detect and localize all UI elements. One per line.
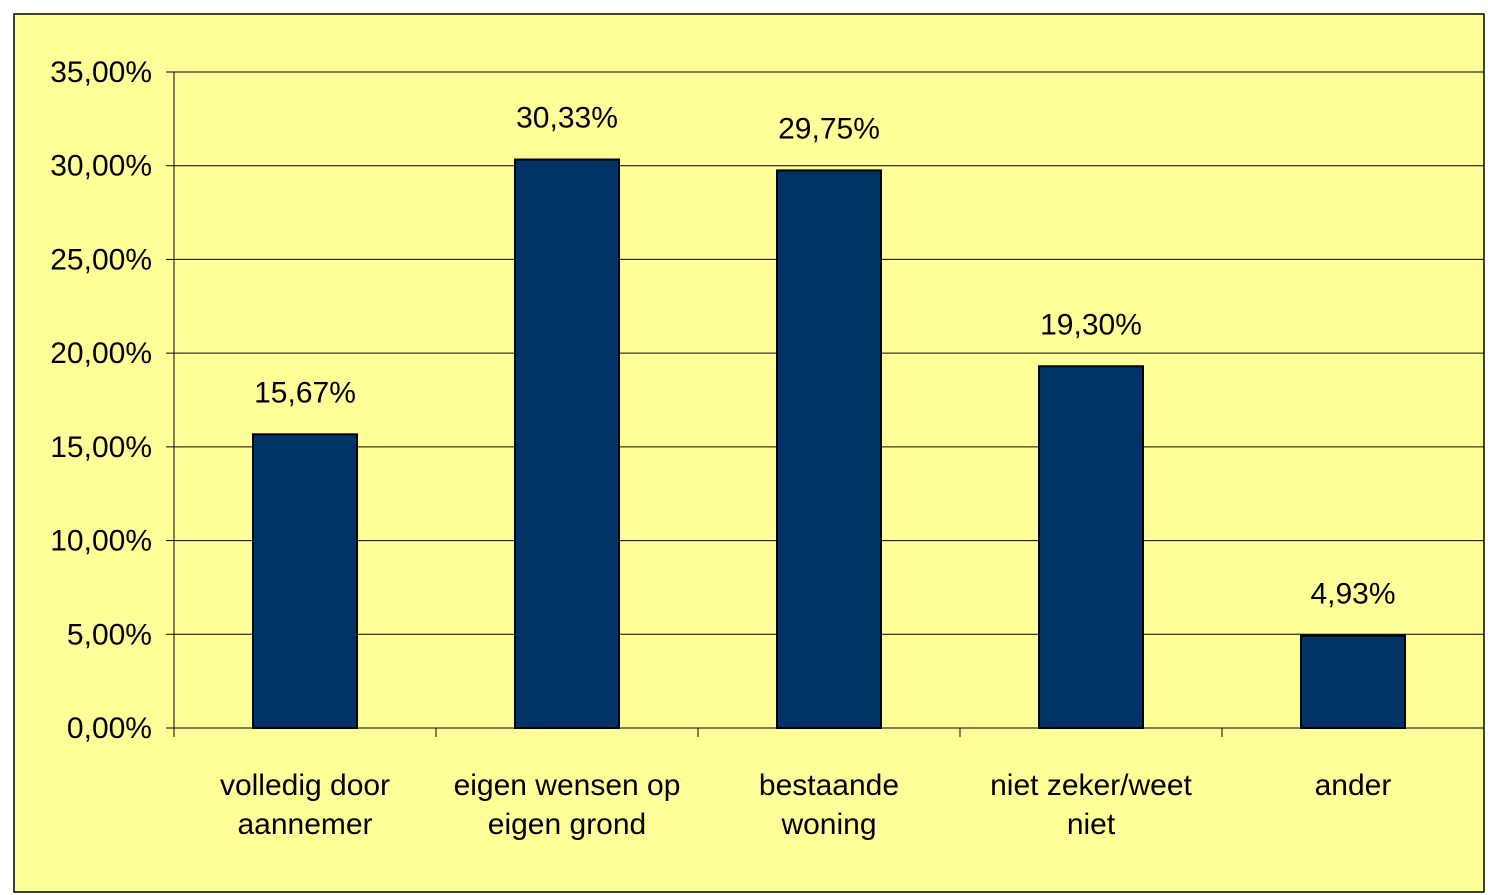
x-tick-label-line: niet — [1067, 808, 1116, 841]
y-tick-label: 5,00% — [67, 618, 152, 651]
y-tick-label: 20,00% — [50, 337, 152, 370]
bar — [1038, 365, 1144, 729]
chart-background — [13, 13, 1485, 893]
y-tick-label: 25,00% — [50, 243, 152, 276]
x-tick-label-line: eigen wensen op — [454, 769, 681, 802]
x-tick-label: eigen wensen op eigen grond — [454, 769, 681, 841]
x-tick-label: niet zeker/weet niet — [990, 769, 1192, 841]
bar — [1300, 634, 1406, 729]
data-label: 29,75% — [778, 112, 880, 145]
data-label: 4,93% — [1310, 578, 1395, 611]
bar — [776, 169, 882, 729]
data-label: 19,30% — [1040, 308, 1142, 341]
data-label: 15,67% — [254, 376, 356, 409]
y-tick-label: 30,00% — [50, 150, 152, 183]
y-tick-label: 15,00% — [50, 431, 152, 464]
bar — [252, 433, 358, 729]
x-tick-label: ander — [1315, 769, 1392, 802]
x-tick-label-line: volledig door — [220, 769, 390, 802]
x-tick-label-line: eigen grond — [488, 808, 646, 841]
x-tick-label-line: niet zeker/weet — [990, 769, 1192, 802]
bars — [252, 158, 1406, 730]
x-tick-label-line: ander — [1315, 769, 1392, 802]
bar — [514, 158, 620, 730]
y-tick-label: 0,00% — [67, 712, 152, 745]
labels: 0,00% 5,00% 10,00% 15,00% 20,00% 25,00% 30,00%… — [50, 56, 1395, 841]
x-tick-label: bestaande woning — [759, 769, 899, 841]
x-tick-label-line: bestaande — [759, 769, 899, 802]
y-tick-label: 35,00% — [50, 56, 152, 89]
x-tick-label-line: aannemer — [237, 808, 372, 841]
y-tick-label: 10,00% — [50, 525, 152, 558]
data-label: 30,33% — [516, 102, 618, 135]
x-tick-label-line: woning — [780, 808, 876, 841]
x-tick-label: volledig door aannemer — [220, 769, 390, 841]
